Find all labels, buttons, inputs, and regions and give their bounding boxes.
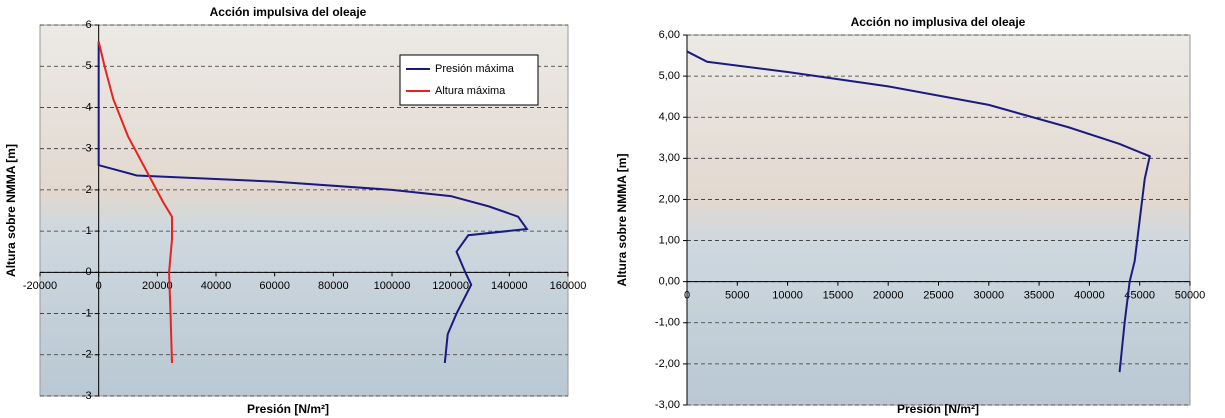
x-tick-label: 40000 (1074, 290, 1105, 302)
x-tick-label: 20000 (142, 280, 173, 292)
y-tick-label: 4 (86, 101, 92, 113)
y-tick-label: 2,00 (659, 193, 680, 205)
x-tick-label: 160000 (550, 280, 587, 292)
y-tick-label: 3,00 (659, 152, 680, 164)
x-tick-label: 20000 (873, 290, 904, 302)
x-tick-label: 60000 (259, 280, 290, 292)
x-tick-label: 140000 (491, 280, 528, 292)
x-tick-label: -20000 (23, 280, 57, 292)
page: Acción impulsiva del oleaje Presión [N/m²… (0, 0, 1225, 418)
y-axis-label: Altura sobre NMMA [m] (615, 154, 629, 287)
legend-label: Altura máxima (435, 85, 506, 97)
legend-label: Presión máxima (435, 63, 515, 75)
x-tick-label: 100000 (374, 280, 411, 292)
y-tick-label: 5 (86, 60, 92, 72)
y-tick-label: 1 (86, 225, 92, 237)
y-tick-label: 6,00 (659, 29, 680, 41)
x-tick-label: 50000 (1175, 290, 1206, 302)
x-tick-label: 35000 (1024, 290, 1055, 302)
x-tick-label: 5000 (725, 290, 749, 302)
y-tick-label: 0,00 (659, 276, 680, 288)
y-tick-label: 1,00 (659, 234, 680, 246)
x-axis-label: Presión [N/m²] (247, 402, 329, 416)
y-tick-label: -3,00 (655, 399, 680, 411)
y-tick-label: 6 (86, 19, 92, 31)
x-axis-label: Presión [N/m²] (897, 402, 979, 416)
x-tick-label: 80000 (318, 280, 349, 292)
y-axis-label: Altura sobre NMMA [m] (4, 144, 18, 277)
x-tick-label: 40000 (201, 280, 232, 292)
y-tick-label: -1,00 (655, 317, 680, 329)
y-tick-label: 3 (86, 143, 92, 155)
y-tick-label: -2,00 (655, 358, 680, 370)
chart-title: Acción impulsiva del oleaje (210, 5, 367, 19)
y-tick-label: -2 (82, 349, 92, 361)
x-tick-label: 30000 (974, 290, 1005, 302)
y-tick-label: 5,00 (659, 70, 680, 82)
y-tick-label: 4,00 (659, 111, 680, 123)
plot-background (687, 35, 1190, 405)
x-tick-label: 25000 (923, 290, 954, 302)
y-tick-label: 2 (86, 184, 92, 196)
y-tick-label: -3 (82, 390, 92, 402)
x-tick-label: 120000 (432, 280, 469, 292)
x-tick-label: 15000 (823, 290, 854, 302)
chart-title: Acción no implusiva del oleaje (851, 15, 1026, 29)
y-tick-label: -1 (82, 307, 92, 319)
x-tick-label: 10000 (772, 290, 803, 302)
